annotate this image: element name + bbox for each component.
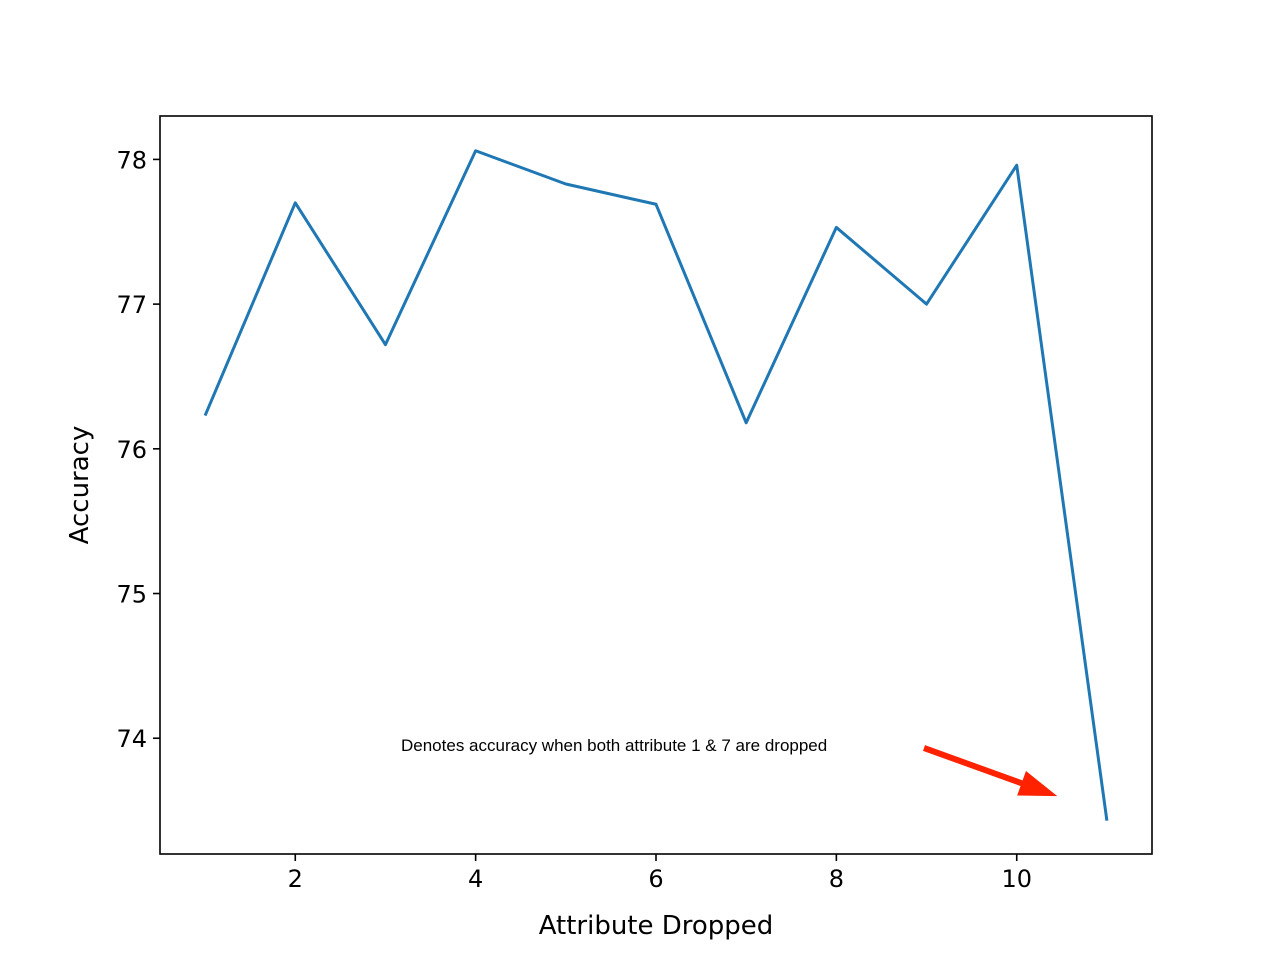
annotation-arrow <box>922 745 1058 797</box>
annotation-arrow-head <box>1017 770 1058 797</box>
x-axis-ticks: 2 4 6 8 10 <box>288 854 1032 893</box>
annotation-text: Denotes accuracy when both attribute 1 &… <box>401 736 827 755</box>
x-tick-label: 8 <box>829 865 844 893</box>
y-tick-label: 76 <box>116 436 147 464</box>
series-line-1 <box>203 149 1109 821</box>
y-tick-label: 75 <box>116 581 147 609</box>
x-tick-label: 2 <box>288 865 303 893</box>
plot-area <box>203 149 1109 821</box>
x-tick-label: 4 <box>468 865 483 893</box>
y-tick-label: 78 <box>116 146 147 174</box>
x-tick-label: 10 <box>1001 865 1032 893</box>
y-axis-ticks: 74 75 76 77 78 <box>116 146 160 753</box>
x-tick-label: 6 <box>648 865 663 893</box>
y-tick-label: 77 <box>116 291 147 319</box>
y-axis-label: Accuracy <box>65 426 95 545</box>
annotation-arrow-shaft <box>922 745 1025 787</box>
x-axis-label: Attribute Dropped <box>539 911 774 941</box>
y-tick-label: 74 <box>116 725 147 753</box>
